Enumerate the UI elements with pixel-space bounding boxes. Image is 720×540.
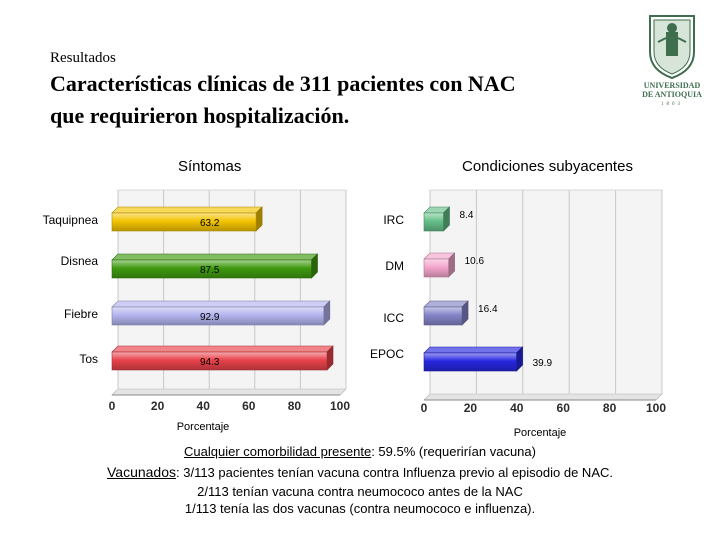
bar-icc <box>423 306 463 326</box>
chart-title-symptoms: Síntomas <box>178 158 242 175</box>
category-label: Tos <box>79 352 98 366</box>
bar-dm <box>423 258 449 278</box>
vaccinated-line2: 2/113 tenían vacuna contra neumococo ant… <box>197 484 523 499</box>
category-label: ICC <box>383 311 404 325</box>
tick-label: 0 <box>109 399 116 413</box>
x-axis-label: Porcentaje <box>514 427 567 439</box>
tick-label: 0 <box>421 401 428 415</box>
bar-top <box>423 346 524 354</box>
value-label: 16.4 <box>478 304 498 315</box>
page-title-line2: que requirieron hospitalización. <box>50 103 350 128</box>
page-title-line1: Características clínicas de 311 paciente… <box>50 71 516 96</box>
category-label: EPOC <box>370 347 404 361</box>
tick-label: 60 <box>557 401 571 415</box>
tick-label: 20 <box>464 401 478 415</box>
tick-label: 40 <box>197 399 211 413</box>
category-label: Taquipnea <box>43 213 99 227</box>
bar-fiebre <box>111 306 325 326</box>
plot-floor <box>423 393 663 401</box>
category-label: IRC <box>383 213 404 227</box>
chart-1: 8.4 IRC 10.6 DM 16.4 ICC 39.9 EPOC 0 20 40 60 80 100 P… <box>370 189 666 439</box>
chart-0: 63.2 Taquipnea 87.5 Disnea 92.9 Fiebre 94.3 Tos… <box>43 189 350 433</box>
tick-label: 100 <box>330 399 350 413</box>
tick-label: 100 <box>646 401 666 415</box>
logo-line1: UNIVERSIDAD <box>644 81 701 90</box>
logo-line2: DE ANTIOQUIA <box>642 90 702 99</box>
value-label: 63.2 <box>200 218 220 229</box>
vaccinated-text1: : 3/113 pacientes tenían vacuna contra I… <box>176 465 613 480</box>
category-label: Disnea <box>61 254 99 268</box>
bar-top <box>423 300 469 308</box>
page-title: Características clínicas de 311 paciente… <box>50 68 610 132</box>
logo-year: 1803 <box>661 102 683 107</box>
bar-irc <box>423 212 444 232</box>
plot-floor <box>111 388 347 396</box>
comorbidity-value: : 59.5% (requerirían vacuna) <box>371 444 536 459</box>
bar-tos <box>111 351 328 371</box>
value-label: 87.5 <box>200 265 220 276</box>
x-axis-label: Porcentaje <box>177 421 230 433</box>
bar-disnea <box>111 259 312 279</box>
chart-title-conditions: Condiciones subyacentes <box>462 158 633 175</box>
value-label: 10.6 <box>465 256 485 267</box>
tick-label: 40 <box>510 401 524 415</box>
bar-epoc <box>423 352 517 372</box>
category-label: DM <box>385 259 404 273</box>
vaccinated-line1: Vacunados: 3/113 pacientes tenían vacuna… <box>0 464 720 480</box>
bar-taquipnea <box>111 212 257 232</box>
value-label: 94.3 <box>200 357 220 368</box>
tick-label: 80 <box>603 401 617 415</box>
bar-top <box>111 206 263 214</box>
comorbidity-label: Cualquier comorbilidad presente <box>184 444 372 459</box>
bar-top <box>111 253 319 261</box>
vaccinated-line3: 1/113 tenía las dos vacunas (contra neum… <box>184 501 536 516</box>
value-label: 92.9 <box>200 312 220 323</box>
tick-label: 60 <box>242 399 256 413</box>
category-label: Fiebre <box>64 307 98 321</box>
value-label: 8.4 <box>459 210 473 221</box>
tick-label: 20 <box>151 399 165 413</box>
value-label: 39.9 <box>533 358 553 369</box>
university-logo: UNIVERSIDAD DE ANTIOQUIA 1803 <box>642 15 702 107</box>
section-kicker: Resultados <box>50 50 116 66</box>
comorbidity-line: Cualquier comorbilidad presente: 59.5% (… <box>0 444 720 459</box>
bar-top <box>111 345 334 353</box>
bar-top <box>111 300 331 308</box>
vaccinated-label: Vacunados <box>106 464 176 480</box>
tick-label: 80 <box>288 399 302 413</box>
